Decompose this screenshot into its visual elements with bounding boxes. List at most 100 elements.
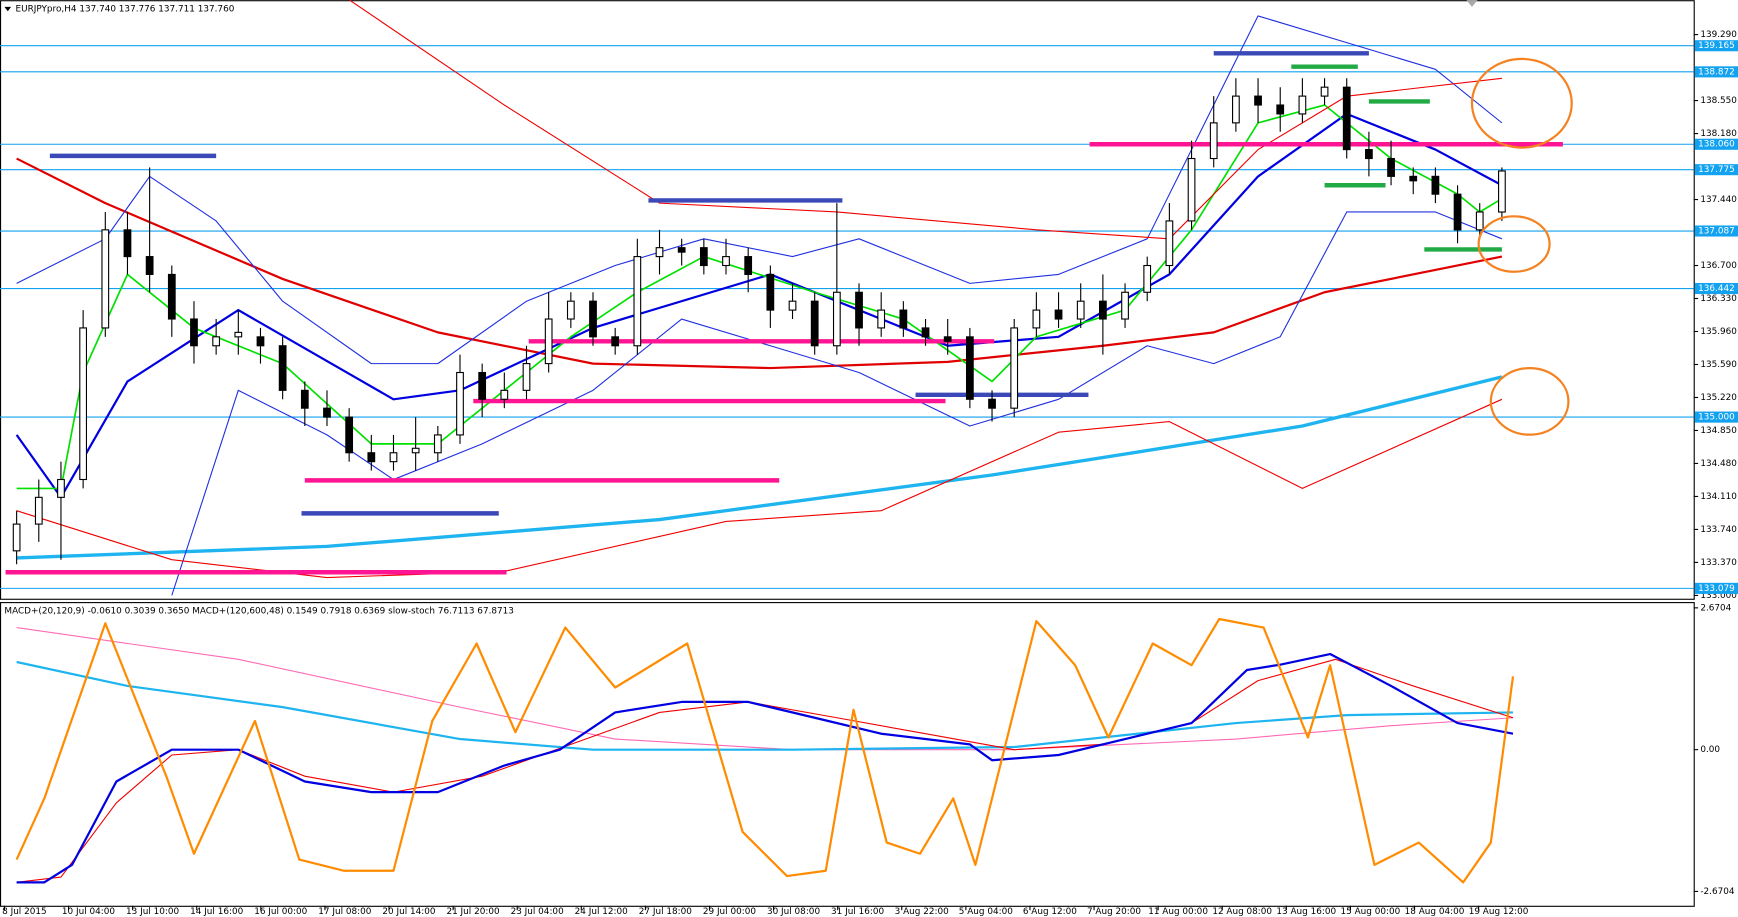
candle-body [57,478,65,498]
level-label-box [1694,411,1738,423]
candle-body [832,291,841,347]
candle-body [478,371,487,400]
main-plot [0,0,1694,596]
candle-body [34,496,43,525]
level-label-box [1694,164,1738,176]
x-tick-label: 16 Jul 00:00 [254,907,307,917]
candle-body [1431,175,1440,195]
candle-body [1076,300,1085,320]
level-label-box [1694,582,1738,594]
level-label: 137.087 [1698,227,1735,237]
y-tick-label: 138.180 [1700,129,1737,139]
y-tick-label: 0.00 [1700,745,1720,755]
candle-body [500,389,509,400]
candle-body [1498,170,1506,213]
candle-body [877,309,886,329]
x-tick-label: 27 Jul 18:00 [639,907,692,917]
candle-body [367,452,376,463]
x-tick-label: 11 Aug 00:00 [1148,907,1208,917]
panel-plot [15,617,1515,884]
y-tick-label: 136.330 [1700,294,1737,304]
candle-body [1054,309,1063,320]
indicator-line [16,660,1514,751]
candle-body [1165,220,1174,267]
candle-body [278,345,287,391]
x-tick-label: 18 Aug 04:00 [1405,907,1465,917]
candle-body [1121,291,1129,320]
x-tick-label: 10 Jul 04:00 [62,907,115,917]
candle-body [1298,95,1307,115]
y-tick-label: 139.290 [1700,30,1737,40]
x-tick-label: 21 Jul 20:00 [446,907,499,917]
menu-arrow [4,6,12,12]
level-label: 138.060 [1698,140,1735,150]
indicator-line [348,0,1502,240]
y-tick-label: 134.110 [1700,492,1737,502]
x-tick-label: 7 Aug 20:00 [1087,907,1141,917]
indicator-line [16,658,1514,883]
x-tick-label: 17 Jul 08:00 [318,907,371,917]
candle-body [899,309,908,329]
x-tick-label: 15 Aug 00:00 [1341,907,1401,917]
candle-body [589,300,597,338]
candle-body [1232,95,1240,124]
candle-body [411,447,420,454]
candle-body [1453,193,1462,231]
x-tick-label: 29 Jul 00:00 [703,907,756,917]
y-tick-label: 136.700 [1700,261,1737,271]
level-label-box [1694,225,1738,237]
indicator-line [16,398,1503,579]
candle-body [988,398,996,409]
x-tick-label: 14 Jul 16:00 [190,907,243,917]
candle-body [456,371,464,436]
candle-body [1098,300,1107,320]
candle-body [566,300,575,320]
candle-body [1254,95,1262,106]
candle-body [810,300,819,347]
y-tick-label: 138.550 [1700,96,1737,106]
candle-body [212,336,221,347]
candle-body [855,291,863,329]
x-tick-label: 30 Jul 08:00 [767,907,820,917]
level-label: 138.872 [1698,67,1735,77]
x-tick-label: 3 Aug 22:00 [895,907,949,917]
candle-body [788,300,797,311]
level-label: 135.000 [1698,413,1735,423]
candle-body [655,247,664,258]
main-frame [0,0,1695,600]
candle-body [1320,86,1329,97]
shift-marker [1466,0,1478,7]
level-label-box [1694,40,1738,52]
candle-body [965,336,974,400]
candle-body [722,256,730,267]
candle-body [1209,122,1218,160]
x-tick-label: 24 Jul 12:00 [575,907,628,917]
candle-body [1365,149,1373,160]
candle-body [611,336,620,347]
y-tick-label: 133.370 [1700,558,1737,568]
indicator-line [16,157,1503,370]
indicator-line [16,375,1503,560]
level-label-box [1694,66,1738,78]
candle-body [256,336,265,347]
candle-body [300,389,309,409]
candle-body [234,331,243,338]
x-tick-label: 23 Jul 04:00 [511,907,564,917]
candle-body [633,256,642,347]
x-tick-label: 5 Aug 04:00 [959,907,1013,917]
candle-body [1143,264,1152,293]
level-label-box [1694,138,1738,150]
indicator-line [16,15,1503,365]
candle-body [345,416,354,454]
chart-title: EURJPYpro,H4 137.740 137.776 137.711 137… [16,5,235,15]
candle-body [1342,86,1351,151]
level-label: 136.442 [1698,284,1735,294]
candle-body [323,407,331,418]
x-tick-label: 12 Aug 08:00 [1212,907,1272,917]
y-tick-label: 135.590 [1700,360,1737,370]
candle-body [123,229,132,258]
candle-body [1187,157,1196,222]
candle-body [943,336,952,342]
candle-body [145,256,154,275]
